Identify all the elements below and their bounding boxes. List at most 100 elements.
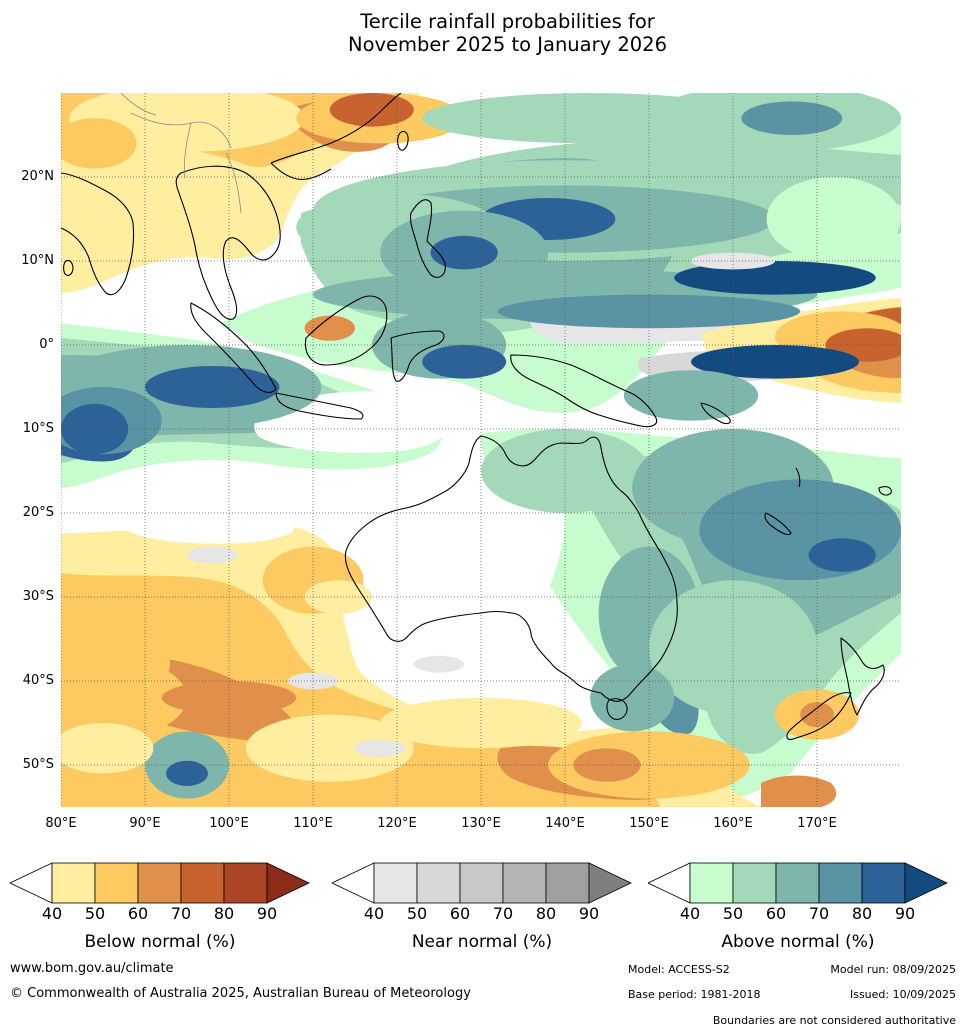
lon-label-4: 120°E (377, 816, 417, 831)
boundaries-disclaimer: Boundaries are not considered authoritat… (712, 1014, 956, 1027)
shade-below-eastnz-60 (761, 775, 837, 807)
coast-tasmania (606, 698, 628, 720)
coastlines (61, 93, 892, 741)
rainfall-probability-map (61, 93, 901, 807)
near-tick-5: 90 (578, 904, 600, 923)
coast-indochina (175, 165, 281, 320)
above-tick-0: 40 (679, 904, 701, 923)
caption-below-normal: Below normal (%) (84, 932, 236, 952)
lon-label-6: 140°E (545, 816, 585, 831)
lon-label-2: 100°E (209, 816, 249, 831)
near-extend-min (331, 862, 375, 904)
probability-blob-52 (187, 546, 238, 564)
border-4 (120, 93, 157, 116)
graticule (61, 93, 901, 807)
shade-white-sio (109, 491, 295, 544)
coast-sumatra (190, 302, 277, 393)
lon-label-3: 110°E (293, 816, 333, 831)
probability-blob-3 (61, 118, 137, 169)
probability-blob-27 (623, 370, 759, 421)
issued-date: Issued: 10/09/2025 (849, 988, 956, 1001)
below-tick-3: 70 (170, 904, 192, 923)
above-segment-1 (732, 862, 777, 904)
below-extend-max (266, 862, 310, 904)
probability-blob-14 (497, 294, 801, 329)
coast-australia (344, 435, 678, 702)
above-tick-5: 90 (894, 904, 916, 923)
below-tick-5: 90 (256, 904, 278, 923)
coast-new-caledonia (764, 512, 792, 536)
model-run-date: Model run: 08/09/2025 (830, 963, 956, 976)
lon-label-7: 150°E (629, 816, 669, 831)
probability-blob-49 (355, 739, 406, 757)
caption-above-normal: Above normal (%) (721, 932, 875, 952)
coast-nz-south (786, 692, 852, 741)
lat-label-7: 50°S (22, 757, 54, 772)
coast-solomon (700, 402, 731, 425)
border-3 (225, 152, 242, 214)
below-segment-0 (51, 862, 96, 904)
title-line-1: Tercile rainfall probabilities for (360, 10, 655, 33)
above-segment-3 (818, 862, 863, 904)
below-tick-0: 40 (41, 904, 63, 923)
below-segment-1 (94, 862, 139, 904)
near-segment-2 (459, 862, 504, 904)
probability-blob-16 (674, 261, 876, 295)
lat-label-5: 30°S (22, 589, 54, 604)
above-segment-0 (689, 862, 734, 904)
above-segment-4 (861, 862, 906, 904)
probability-blob-26 (304, 315, 355, 341)
lat-label-0: 20°N (21, 169, 54, 184)
coast-vanuatu (795, 467, 801, 488)
coast-java (275, 392, 364, 420)
below-segment-3 (180, 862, 225, 904)
above-extend-min (647, 862, 691, 904)
map-title: Tercile rainfall probabilities for Novem… (0, 10, 965, 56)
probability-blob-6 (741, 101, 843, 135)
near-segment-3 (502, 862, 547, 904)
colorbar-above-svg (647, 862, 948, 904)
coast-sulawesi (390, 330, 445, 382)
probability-blob-2 (329, 93, 414, 127)
coast-fiji (878, 486, 892, 496)
coast-india (61, 172, 135, 296)
below-segment-4 (223, 862, 268, 904)
lat-label-1: 10°N (21, 253, 54, 268)
probability-blob-30 (699, 479, 901, 581)
lon-label-5: 130°E (461, 816, 501, 831)
coast-new-guinea (510, 354, 658, 428)
below-tick-1: 50 (84, 904, 106, 923)
website-link[interactable]: www.bom.gov.au/climate (10, 961, 174, 976)
map-canvas (61, 93, 901, 807)
near-tick-2: 60 (449, 904, 471, 923)
coast-philippines (409, 199, 446, 278)
coast-borneo (304, 295, 388, 366)
coast-china (270, 93, 402, 180)
near-segment-0 (373, 862, 418, 904)
probability-blob-51 (413, 655, 465, 673)
caption-near-normal: Near normal (%) (411, 932, 553, 952)
below-extend-min (9, 862, 53, 904)
probability-blob-41 (86, 639, 171, 690)
lon-label-8: 160°E (713, 816, 753, 831)
near-extend-max (588, 862, 632, 904)
probability-blob-40 (161, 681, 297, 715)
probability-blob-34 (590, 664, 675, 732)
above-extend-max (904, 862, 948, 904)
coast-nz-north (840, 637, 885, 716)
probability-blob-12 (430, 235, 498, 270)
base-period: Base period: 1981-2018 (628, 988, 761, 1001)
above-tick-3: 70 (808, 904, 830, 923)
lat-label-6: 40°S (22, 673, 54, 688)
colorbar-below-svg (9, 862, 310, 904)
lat-label-2: 0° (39, 337, 54, 352)
colorbar-near-svg (331, 862, 632, 904)
above-segment-2 (775, 862, 820, 904)
probability-blob-31 (808, 538, 876, 572)
lon-label-0: 80°E (45, 816, 77, 831)
probability-blob-21 (145, 366, 280, 408)
probability-blob-25 (422, 345, 507, 379)
above-tick-2: 60 (765, 904, 787, 923)
above-tick-4: 80 (851, 904, 873, 923)
below-segment-2 (137, 862, 182, 904)
